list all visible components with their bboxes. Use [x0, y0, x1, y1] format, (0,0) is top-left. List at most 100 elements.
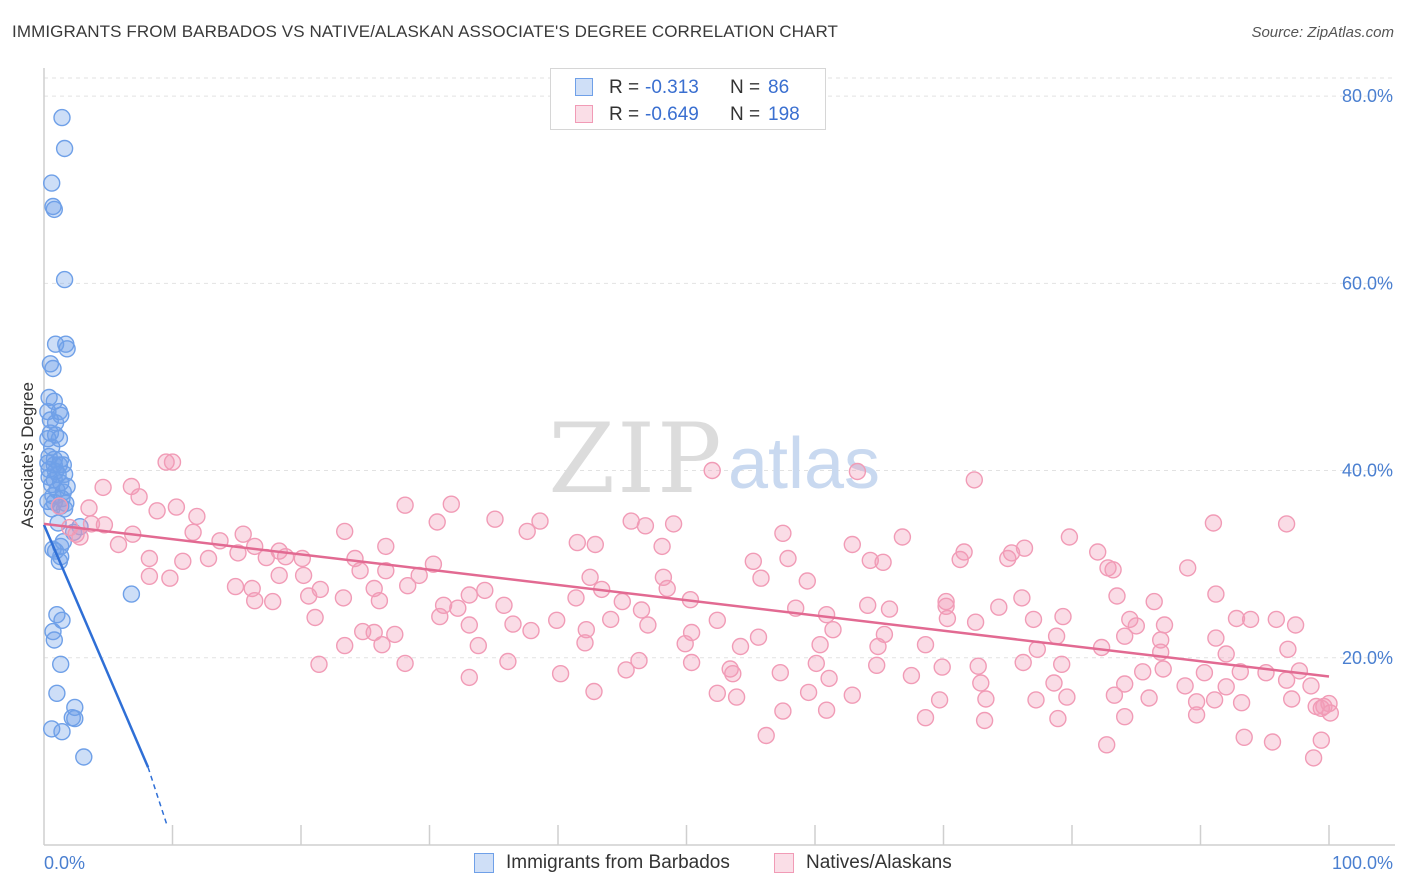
point-natives [377, 562, 395, 580]
point-natives [630, 651, 648, 670]
trend-line-barbados [42, 524, 150, 768]
y-tick-label: 60.0% [1342, 273, 1393, 293]
point-natives [1105, 686, 1124, 704]
point-natives [902, 666, 921, 685]
point-natives [658, 579, 676, 598]
point-natives [1054, 607, 1072, 626]
point-natives [1155, 616, 1174, 634]
point-natives [916, 709, 935, 727]
point-natives [1027, 691, 1045, 709]
point-natives [585, 682, 603, 701]
point-natives [708, 611, 726, 629]
point-natives [586, 535, 604, 554]
point-natives [999, 549, 1017, 568]
source-label: Source: ZipAtlas.com [1251, 24, 1394, 41]
point-natives [916, 636, 935, 654]
point-natives [664, 515, 683, 533]
point-barbados [45, 631, 63, 649]
point-natives [975, 711, 994, 730]
point-barbados [53, 611, 71, 629]
trend-lines [42, 522, 1330, 827]
point-natives [798, 572, 816, 590]
y-tick-label: 20.0% [1342, 648, 1393, 668]
point-natives [567, 589, 585, 607]
point-natives [682, 653, 701, 672]
trend-line-natives [43, 522, 1330, 678]
r-value: -0.313 [645, 77, 699, 98]
point-natives [1235, 728, 1253, 746]
point-natives [1127, 617, 1146, 635]
point-natives [843, 686, 861, 704]
point-barbados [55, 270, 74, 289]
point-natives [1321, 704, 1340, 722]
point-natives [843, 535, 861, 554]
point-natives [71, 528, 89, 546]
n-label: N = [730, 77, 761, 98]
point-barbados [58, 340, 76, 358]
point-natives [568, 533, 586, 552]
point-natives [639, 616, 657, 634]
point-natives [969, 657, 987, 675]
point-natives [1279, 640, 1297, 658]
point-barbados [122, 585, 141, 603]
point-natives [300, 587, 318, 605]
point-natives [167, 498, 186, 516]
point-natives [226, 577, 245, 596]
point-natives [613, 592, 631, 611]
point-natives [1187, 693, 1206, 711]
point-natives [676, 635, 694, 653]
point-natives [199, 549, 218, 568]
point-barbados [45, 392, 63, 410]
point-natives [499, 652, 517, 671]
point-natives [373, 636, 391, 654]
point-natives [576, 634, 594, 652]
watermark-zip: ZIP [548, 403, 723, 515]
point-natives [396, 496, 414, 514]
point-natives [1263, 733, 1282, 751]
point-natives [1121, 610, 1139, 629]
point-natives [771, 664, 789, 682]
point-natives [1024, 610, 1043, 629]
point-natives [1047, 627, 1066, 645]
point-natives [581, 568, 599, 586]
y-tick-label: 80.0% [1342, 86, 1393, 106]
point-natives [1133, 663, 1152, 681]
point-natives [1058, 688, 1076, 706]
point-natives [653, 537, 671, 556]
point-barbados [52, 655, 70, 673]
point-barbados [46, 414, 65, 432]
point-natives [442, 495, 460, 513]
point-natives [334, 589, 353, 607]
point-natives [140, 549, 159, 568]
legend-label-barbados: Immigrants from Barbados [506, 852, 730, 873]
point-natives [1115, 627, 1134, 645]
point-natives [399, 577, 417, 595]
point-natives [504, 615, 522, 633]
point-natives [654, 568, 673, 586]
point-natives [824, 621, 842, 639]
point-barbados [45, 200, 63, 219]
point-natives [431, 607, 449, 626]
point-barbados [41, 355, 60, 373]
point-natives [1217, 678, 1235, 696]
legend-swatch-natives [774, 853, 794, 873]
legend-swatch-barbados [474, 853, 494, 873]
point-natives [518, 522, 536, 541]
point-natives [859, 596, 877, 614]
point-natives [460, 586, 478, 604]
point-natives [1315, 697, 1333, 716]
point-natives [977, 690, 995, 708]
x-tick-label: 0.0% [44, 853, 85, 873]
point-natives [1088, 543, 1107, 561]
point-natives [377, 537, 395, 556]
point-natives [966, 613, 985, 631]
point-natives [1060, 528, 1079, 546]
point-natives [188, 507, 206, 526]
point-natives [80, 499, 98, 517]
point-natives [94, 478, 112, 497]
point-natives [306, 608, 324, 627]
point-natives [749, 628, 768, 646]
point-barbados [75, 748, 93, 766]
point-natives [365, 623, 383, 642]
watermark: ZIP atlas [548, 403, 880, 515]
